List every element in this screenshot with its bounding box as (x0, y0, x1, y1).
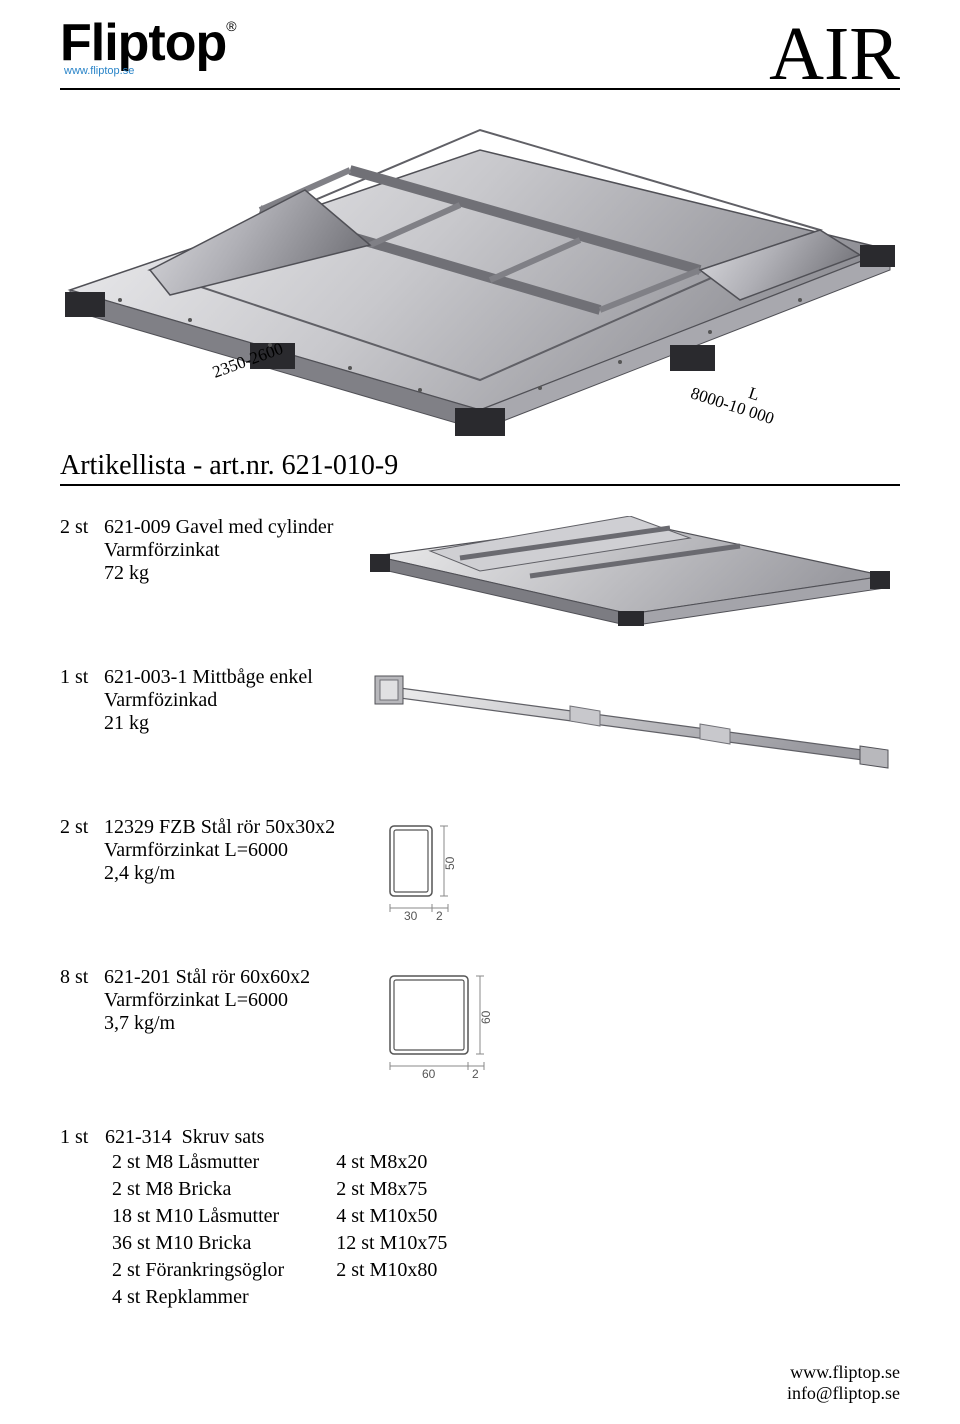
logo-name: Fliptop (60, 14, 226, 72)
item-code: 621-201 (104, 966, 171, 988)
item-line3: 21 kg (104, 712, 313, 735)
logo-url: www.fliptop.se (64, 65, 236, 77)
item-row: 1 st 621-003-1 Mittbåge enkel Varmfözink… (60, 666, 900, 781)
page-footer: www.fliptop.se info@fliptop.se (787, 1362, 900, 1404)
item-name: Stål rör 50x30x2 (201, 816, 335, 838)
screw-col-2: 4 st M8x20 2 st M8x75 4 st M10x50 12 st … (336, 1149, 487, 1311)
item-name: Stål rör 60x60x2 (176, 966, 310, 988)
item-row: 2 st 621-009 Gavel med cylinder Varmförz… (60, 516, 900, 631)
svg-text:50: 50 (443, 857, 457, 871)
screw-col-1: 2 st M8 Låsmutter 2 st M8 Bricka 18 st M… (112, 1149, 324, 1311)
item-text: 1 st 621-003-1 Mittbåge enkel Varmfözink… (60, 666, 370, 735)
item-line2: Varmförzinkat L=6000 (104, 989, 310, 1012)
product-title: AIR (769, 20, 900, 88)
item-code: 621-314 (105, 1126, 172, 1148)
screw-columns: 2 st M8 Låsmutter 2 st M8 Bricka 18 st M… (100, 1149, 487, 1311)
item-line3: 72 kg (104, 562, 333, 585)
screw-line: 2 st M8 Bricka (112, 1176, 284, 1203)
item-desc: 12329 FZB Stål rör 50x30x2 Varmförzinkat… (104, 816, 335, 885)
svg-text:L 8000-10 000: L 8000-10 000 (688, 367, 782, 429)
item-name: Gavel med cylinder (176, 516, 334, 538)
item-qty: 2 st (60, 516, 100, 539)
screw-kit-block: 1 st 621-314 Skruv sats 2 st M8 Låsmutte… (60, 1126, 487, 1311)
screw-line: 12 st M10x75 (336, 1230, 447, 1257)
item-qty: 8 st (60, 966, 100, 989)
item-desc: 621-003-1 Mittbåge enkel Varmfözinkad 21… (104, 666, 313, 735)
item-row: 8 st 621-201 Stål rör 60x60x2 Varmförzin… (60, 966, 900, 1091)
svg-text:2: 2 (472, 1067, 479, 1081)
item-text: 8 st 621-201 Stål rör 60x60x2 Varmförzin… (60, 966, 370, 1035)
screw-line: 4 st M8x20 (336, 1149, 447, 1176)
screw-kit-row: 1 st 621-314 Skruv sats 2 st M8 Låsmutte… (60, 1126, 900, 1311)
item-text: 2 st 621-009 Gavel med cylinder Varmförz… (60, 516, 370, 585)
item-image (370, 666, 900, 781)
main-product-figure: 2350-2600 L 8000-10 000 (60, 110, 900, 440)
item-image (370, 516, 900, 631)
section-title: Artikellista - art.nr. 621-010-9 (60, 450, 900, 486)
screw-line: 4 st Repklammer (112, 1284, 284, 1311)
item-desc: 621-201 Stål rör 60x60x2 Varmförzinkat L… (104, 966, 310, 1035)
svg-text:30: 30 (404, 909, 418, 923)
item-qty: 1 st (60, 1126, 100, 1149)
footer-email: info@fliptop.se (787, 1383, 900, 1404)
item-code: 12329 FZB (104, 816, 196, 838)
svg-text:60: 60 (422, 1067, 436, 1081)
item-code: 621-003-1 (104, 666, 187, 688)
screw-line: 36 st M10 Bricka (112, 1230, 284, 1257)
screw-line: 2 st Förankringsöglor (112, 1257, 284, 1284)
footer-url: www.fliptop.se (787, 1362, 900, 1383)
screw-line: 2 st M10x80 (336, 1257, 447, 1284)
svg-text:2: 2 (436, 909, 443, 923)
item-row: 2 st 12329 FZB Stål rör 50x30x2 Varmförz… (60, 816, 900, 931)
screw-line: 4 st M10x50 (336, 1203, 447, 1230)
item-desc: 621-009 Gavel med cylinder Varmförzinkat… (104, 516, 333, 585)
item-name: Mittbåge enkel (192, 666, 313, 688)
page-header: Fliptop® www.fliptop.se AIR (60, 20, 900, 90)
screw-line: 2 st M8 Låsmutter (112, 1149, 284, 1176)
item-qty: 1 st (60, 666, 100, 689)
screw-line: 18 st M10 Låsmutter (112, 1203, 284, 1230)
item-profile-image: 30 2 50 (370, 816, 900, 931)
item-line2: Varmförzinkat (104, 539, 333, 562)
logo-text: Fliptop® (60, 20, 236, 67)
item-line3: 3,7 kg/m (104, 1012, 310, 1035)
item-profile-image: 60 2 60 (370, 966, 900, 1091)
item-qty: 2 st (60, 816, 100, 839)
screw-line: 2 st M8x75 (336, 1176, 447, 1203)
svg-text:60: 60 (479, 1011, 493, 1025)
item-text: 2 st 12329 FZB Stål rör 50x30x2 Varmförz… (60, 816, 370, 885)
item-line2: Varmförzinkat L=6000 (104, 839, 335, 862)
registered-mark: ® (226, 18, 235, 34)
item-name: Skruv sats (182, 1126, 265, 1148)
item-code: 621-009 (104, 516, 171, 538)
item-line2: Varmfözinkad (104, 689, 313, 712)
logo-block: Fliptop® www.fliptop.se (60, 20, 236, 77)
item-line3: 2,4 kg/m (104, 862, 335, 885)
